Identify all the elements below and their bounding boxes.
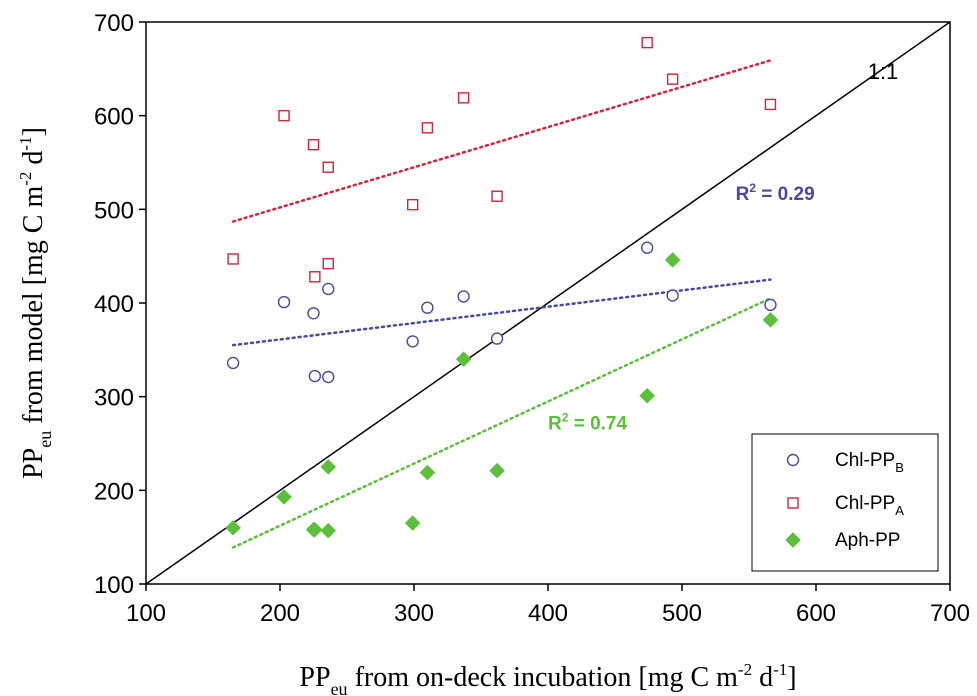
legend-marker-chl_b	[786, 453, 800, 467]
legend-label-main: Aph-PP	[835, 530, 900, 551]
x-title-text: from on-deck incubation [mg C m	[348, 662, 739, 693]
y-title-text: d	[18, 151, 49, 172]
point-chl_b	[226, 356, 240, 370]
point-chl_b	[322, 282, 335, 296]
x-tick-label: 500	[662, 600, 702, 627]
y-tick-label: 200	[94, 478, 134, 505]
point-chl_a	[406, 198, 419, 211]
point-aph	[320, 459, 337, 475]
point-chl_b	[457, 290, 470, 303]
point-chl_a	[641, 36, 653, 49]
x-tick-label: 700	[930, 600, 970, 627]
point-chl_a	[227, 253, 239, 265]
point-chl_a	[322, 257, 334, 270]
axis-ticks: 100 200 300 400 500 600 700 100 200 300 400 500 600 7…	[94, 10, 970, 627]
legend-label-subscript: B	[895, 460, 904, 475]
legend-label-chl_b: Chl-PPB	[835, 450, 904, 475]
point-chl_b	[308, 369, 322, 383]
r-squared-base: R	[548, 413, 562, 434]
x-tick-label: 200	[260, 600, 300, 627]
y-title-superscript: -2	[16, 172, 35, 186]
point-chl_a	[322, 161, 334, 173]
x-tick-label: 600	[796, 600, 836, 627]
data-points	[225, 36, 779, 539]
legend-marker-aph	[785, 532, 801, 548]
x-title-superscript: -2	[738, 660, 752, 679]
point-aph	[225, 519, 241, 536]
point-chl_b	[666, 289, 679, 302]
point-aph	[664, 252, 681, 268]
x-title-main: PP	[299, 662, 330, 693]
y-tick-label: 100	[94, 572, 134, 599]
point-chl_a	[491, 190, 503, 202]
point-aph	[404, 515, 421, 531]
x-tick-label: 300	[394, 600, 434, 627]
point-aph	[455, 351, 472, 368]
point-aph	[639, 387, 656, 404]
legend-box	[751, 433, 939, 572]
point-aph	[419, 464, 436, 481]
point-chl_a	[309, 271, 321, 283]
point-chl_b	[421, 301, 434, 314]
x-axis-title: PPeu from on-deck incubation [mg C m-2 d…	[299, 660, 796, 696]
point-chl_b	[307, 307, 320, 320]
x-title-text: d	[752, 662, 773, 693]
point-aph	[762, 312, 779, 328]
point-chl_b	[640, 241, 654, 254]
y-tick-label: 400	[94, 291, 134, 318]
legend-label-aph: Aph-PP	[835, 530, 900, 551]
point-aph	[276, 489, 292, 505]
y-tick-label: 600	[94, 104, 134, 131]
y-title-text: ]	[18, 127, 49, 136]
point-aph	[320, 522, 337, 539]
legend-marker-chl_a	[787, 497, 799, 509]
point-chl_a	[457, 92, 470, 104]
y-title-main: PP	[18, 448, 49, 479]
y-title-text: from model [mg C m	[18, 186, 49, 431]
one-to-one-line	[145, 21, 951, 585]
point-aph	[489, 462, 505, 479]
point-chl_b	[490, 332, 504, 345]
legend-label-main: Chl-PP	[835, 450, 895, 471]
point-chl_a	[307, 139, 320, 151]
x-title-text: ]	[787, 662, 796, 693]
r-squared-base: R	[736, 184, 750, 205]
x-title-subscript: eu	[331, 679, 348, 696]
point-chl_b	[764, 298, 777, 312]
r-squared-label-aph: R2 = 0.74	[548, 410, 627, 434]
legend-label-chl_a: Chl-PPA	[835, 493, 904, 518]
trendline-aph	[231, 297, 772, 549]
point-chl_b	[277, 295, 291, 309]
y-title-superscript: -1	[16, 136, 35, 150]
r-squared-superscript: 2	[562, 410, 569, 424]
point-chl_b	[406, 335, 419, 348]
legend-label-main: Chl-PP	[835, 493, 895, 514]
y-tick-label: 300	[94, 385, 134, 412]
reference-and-fit-lines: 1:1	[145, 21, 951, 585]
y-tick-label: 700	[94, 10, 134, 37]
legend-label-subscript: A	[895, 503, 904, 518]
y-title-subscript: eu	[35, 431, 55, 448]
point-chl_a	[278, 109, 290, 122]
x-tick-label: 400	[528, 600, 568, 627]
r-squared-value: = 0.74	[568, 413, 627, 434]
y-axis-title: PPeu from model [mg C m-2 d-1]	[16, 127, 55, 479]
point-chl_a	[666, 73, 679, 85]
r-squared-label-chl_b: R2 = 0.29	[736, 181, 815, 205]
point-aph	[306, 521, 323, 538]
x-tick-label: 100	[126, 600, 166, 627]
point-chl_a	[764, 98, 777, 111]
one-to-one-label: 1:1	[868, 59, 899, 84]
point-chl_a	[421, 122, 434, 134]
y-tick-label: 500	[94, 197, 134, 224]
x-title-superscript: -1	[773, 660, 787, 679]
r-squared-superscript: 2	[749, 181, 756, 195]
r-squared-value: = 0.29	[756, 184, 815, 205]
trendline-chl_a	[231, 59, 772, 223]
trendline-chl_b	[231, 278, 772, 347]
point-chl_b	[322, 370, 335, 384]
